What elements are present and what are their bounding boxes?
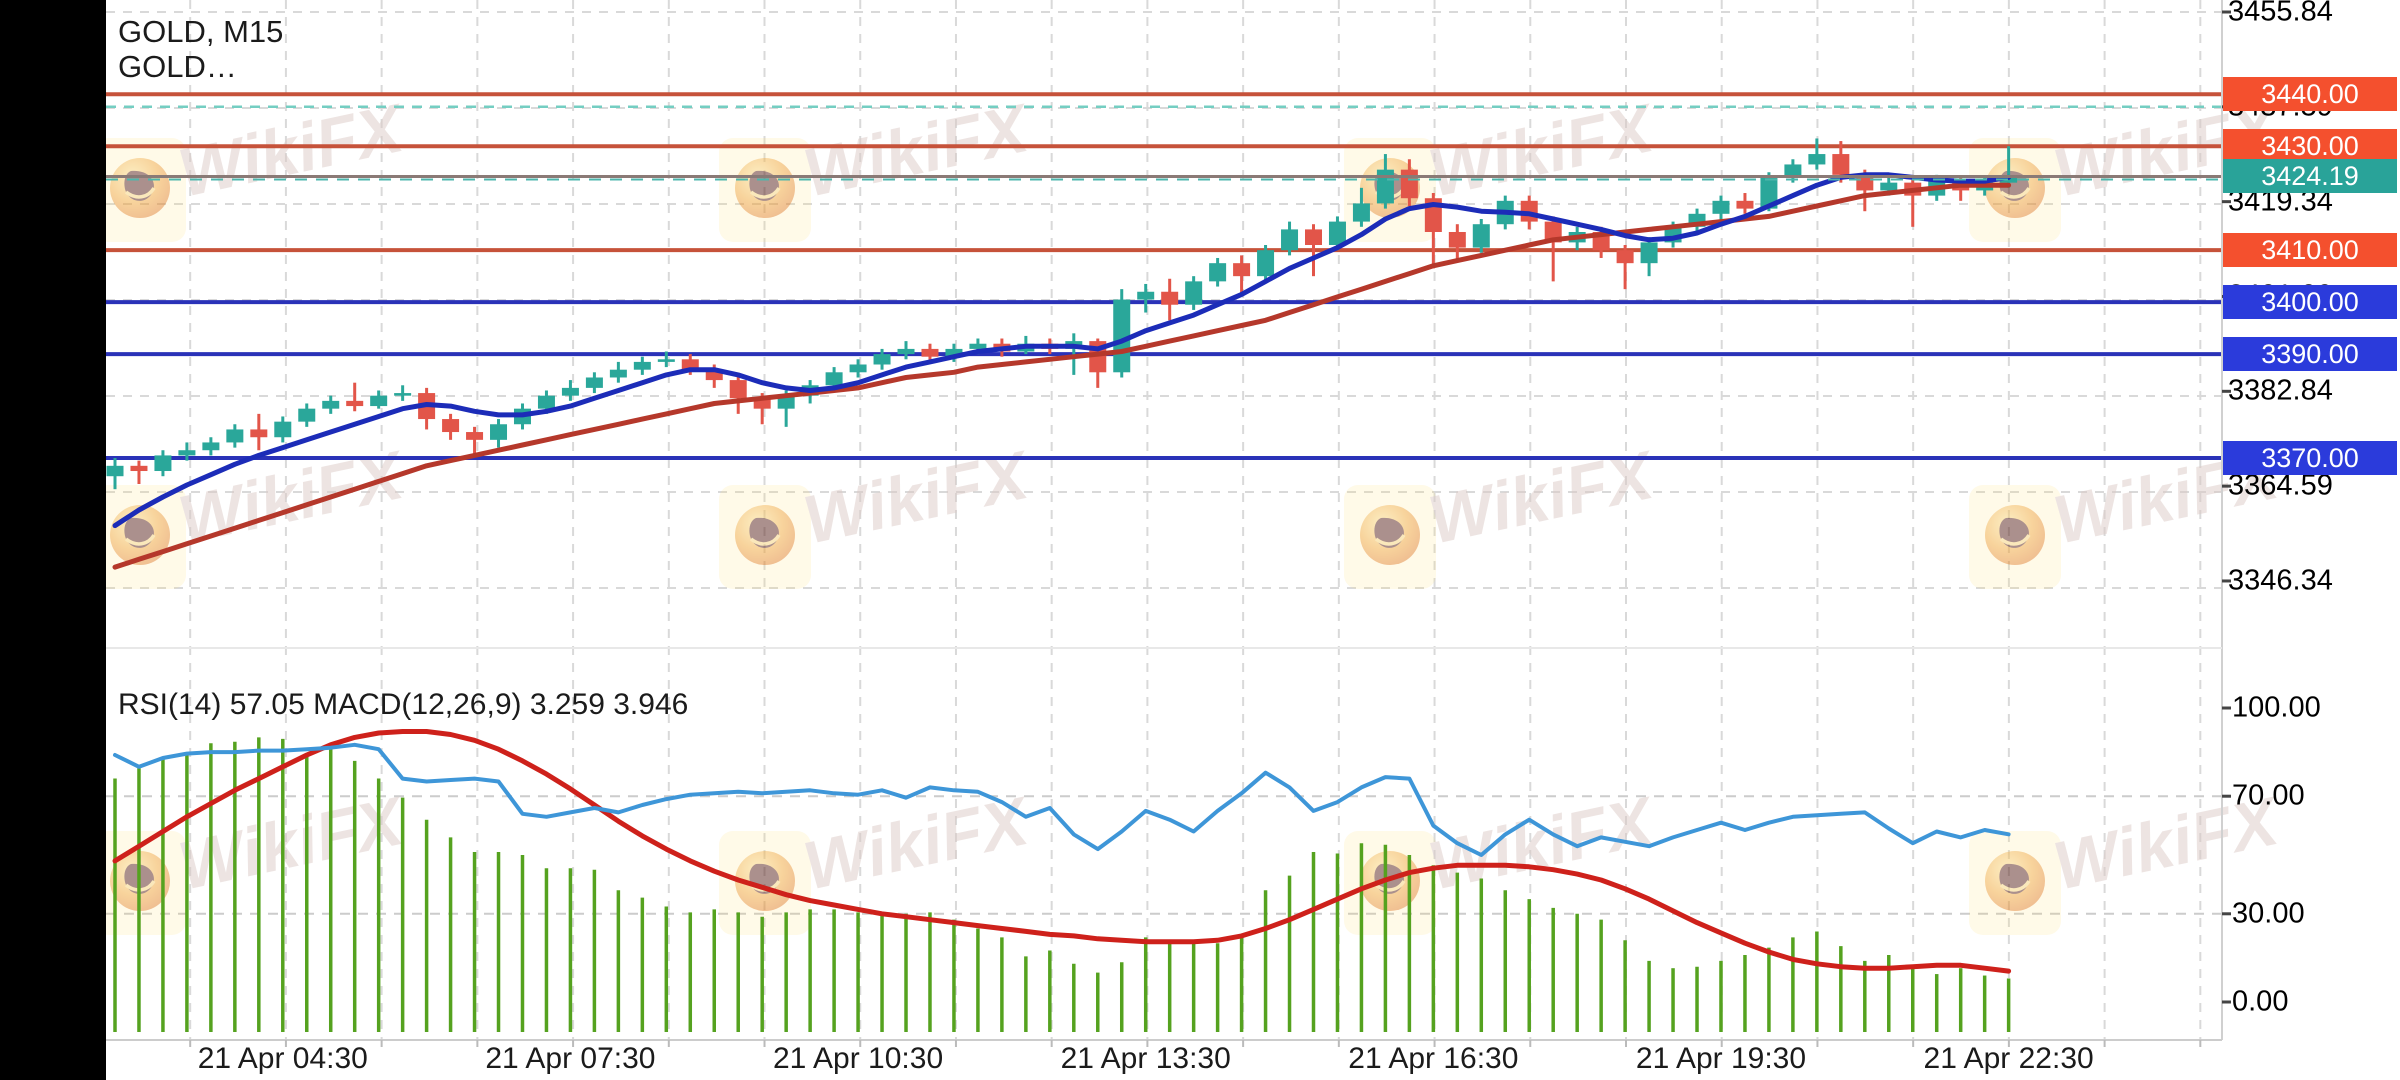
candle-body bbox=[825, 372, 843, 386]
candle-body bbox=[322, 400, 340, 409]
wikifx-eagle-swoosh bbox=[1999, 533, 2031, 546]
candle-body bbox=[681, 359, 699, 370]
candle-body bbox=[1352, 203, 1370, 222]
wikifx-watermark: WikiFX bbox=[1969, 89, 2288, 242]
candle-body bbox=[1808, 154, 1826, 165]
wikifx-eagle-swoosh bbox=[749, 533, 781, 546]
candle-body bbox=[777, 395, 795, 409]
candle-body bbox=[1640, 242, 1658, 264]
candle-body bbox=[729, 380, 747, 399]
candle-body bbox=[1137, 291, 1155, 300]
candle-body bbox=[226, 429, 244, 443]
macd-signal-line bbox=[112, 729, 2012, 974]
wikifx-watermark: WikiFX bbox=[1344, 782, 1663, 935]
candle-body bbox=[1233, 263, 1251, 277]
candle-body bbox=[921, 348, 939, 357]
candle-body bbox=[202, 442, 220, 451]
candle-body bbox=[1832, 154, 1850, 175]
ma-slow-line bbox=[112, 182, 2012, 570]
candle-body bbox=[1784, 164, 1802, 178]
candle-body bbox=[1161, 291, 1179, 305]
candle-body bbox=[1376, 169, 1394, 204]
candle-body bbox=[1328, 221, 1346, 245]
watermark-text: WikiFX bbox=[1422, 436, 1663, 558]
candle-body bbox=[274, 421, 292, 438]
candle-body bbox=[1712, 200, 1730, 214]
watermark-text: WikiFX bbox=[797, 436, 1038, 558]
candle-body bbox=[873, 354, 891, 365]
candle-body bbox=[1760, 177, 1778, 209]
watermark-text: WikiFX bbox=[2047, 782, 2288, 904]
candle-body bbox=[945, 348, 963, 357]
candle-body bbox=[346, 400, 364, 407]
candle-body bbox=[106, 465, 124, 477]
candle-body bbox=[1616, 250, 1634, 264]
candle-body bbox=[609, 369, 627, 378]
candle-body bbox=[537, 395, 555, 409]
candle-body bbox=[130, 465, 148, 472]
watermark-text: WikiFX bbox=[2047, 436, 2288, 558]
watermark-text: WikiFX bbox=[172, 782, 413, 904]
candle-body bbox=[466, 432, 484, 440]
wikifx-eagle-swoosh bbox=[124, 879, 156, 892]
candle-body bbox=[849, 364, 867, 373]
candle-body bbox=[298, 408, 316, 422]
wikifx-eagle-swoosh bbox=[749, 186, 781, 199]
candle-body bbox=[585, 377, 603, 388]
candle-body bbox=[1736, 200, 1754, 209]
wikifx-eagle-swoosh bbox=[1999, 879, 2031, 892]
wikifx-eagle-swoosh bbox=[124, 186, 156, 199]
candle-body bbox=[490, 424, 508, 440]
wikifx-watermark: WikiFX bbox=[94, 89, 413, 242]
candle-body bbox=[442, 419, 460, 433]
candle-body bbox=[1305, 229, 1322, 245]
candle-body bbox=[1185, 281, 1203, 305]
candle-body bbox=[969, 343, 987, 349]
candle-body bbox=[154, 455, 172, 472]
watermark-text: WikiFX bbox=[172, 436, 413, 558]
wikifx-watermark: WikiFX bbox=[94, 782, 413, 935]
candle-body bbox=[633, 361, 651, 370]
candle-body bbox=[1281, 229, 1299, 251]
wikifx-eagle-swoosh bbox=[1374, 533, 1406, 546]
candle-body bbox=[1448, 231, 1466, 248]
wikifx-watermark: WikiFX bbox=[1969, 782, 2288, 935]
candle-body bbox=[753, 398, 771, 409]
candle-body bbox=[1257, 250, 1275, 277]
letterbox-left bbox=[0, 0, 106, 1080]
rsi-line bbox=[113, 742, 2011, 857]
candle-body bbox=[370, 395, 388, 407]
candle-body bbox=[897, 348, 915, 355]
wikifx-watermark: WikiFX bbox=[719, 89, 1038, 242]
candle-body bbox=[561, 387, 579, 396]
candle-body bbox=[394, 393, 412, 396]
wikifx-eagle-swoosh bbox=[124, 533, 156, 546]
wikifx-eagle-swoosh bbox=[1999, 186, 2031, 199]
ma-fast-line bbox=[112, 172, 2012, 529]
candle-body bbox=[1472, 224, 1490, 248]
candle-body bbox=[250, 429, 268, 438]
wikifx-eagle-swoosh bbox=[1374, 879, 1406, 892]
candle-body bbox=[178, 450, 196, 456]
candle-body bbox=[705, 369, 723, 381]
candle-body bbox=[1209, 263, 1227, 282]
candle-body bbox=[1880, 182, 1898, 191]
candle-body bbox=[657, 359, 675, 362]
candle-body bbox=[1400, 169, 1418, 199]
